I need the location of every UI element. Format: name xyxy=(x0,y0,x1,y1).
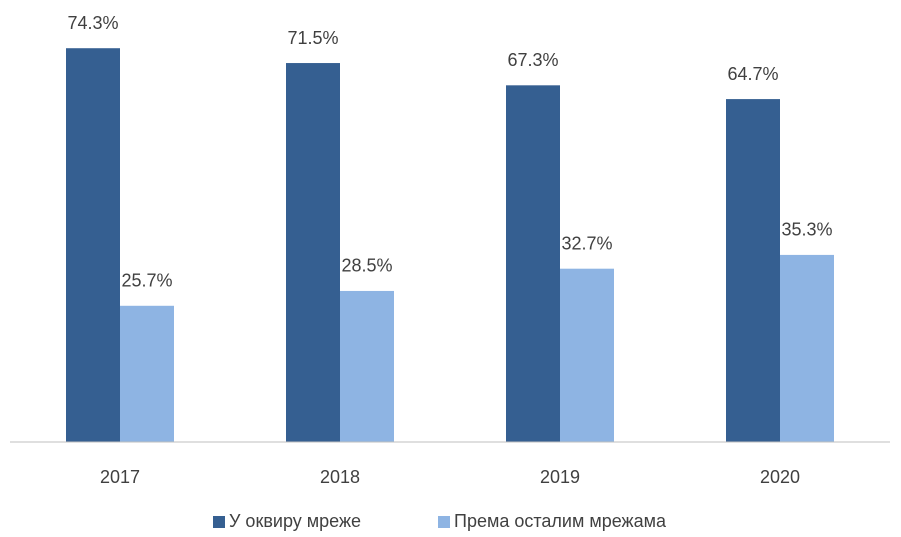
data-label: 35.3% xyxy=(781,220,832,240)
data-label: 32.7% xyxy=(561,233,612,253)
bar xyxy=(286,63,340,443)
x-tick-label: 2018 xyxy=(320,467,360,487)
data-label: 74.3% xyxy=(67,13,118,33)
bar xyxy=(66,48,120,443)
data-label: 64.7% xyxy=(727,64,778,84)
bar xyxy=(780,254,834,442)
bar xyxy=(340,290,394,442)
data-label: 25.7% xyxy=(121,271,172,291)
bar xyxy=(726,99,780,442)
x-tick-label: 2020 xyxy=(760,467,800,487)
bar xyxy=(560,268,614,442)
x-tick-label: 2019 xyxy=(540,467,580,487)
data-label: 71.5% xyxy=(287,28,338,48)
x-tick-label: 2017 xyxy=(100,467,140,487)
legend-label: Према осталим мрежама xyxy=(454,511,667,531)
bar xyxy=(506,85,560,442)
legend-swatch xyxy=(438,516,450,528)
legend-swatch xyxy=(213,516,225,528)
data-label: 28.5% xyxy=(341,256,392,276)
bar xyxy=(120,305,174,442)
legend-label: У оквиру мреже xyxy=(229,511,361,531)
data-label: 67.3% xyxy=(507,50,558,70)
